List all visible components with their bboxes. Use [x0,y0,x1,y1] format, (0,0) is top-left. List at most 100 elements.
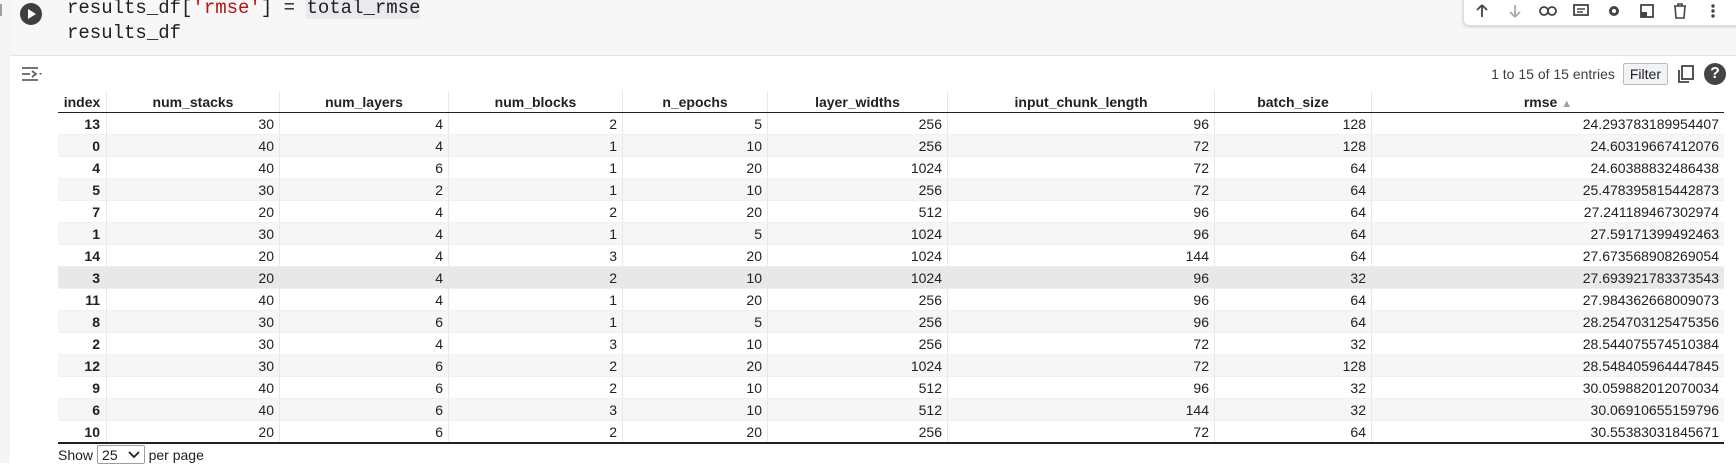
column-header-input-chunk-length[interactable]: input_chunk_length [947,91,1215,113]
cell-batch-size: 64 [1214,420,1372,444]
cell-n-epochs: 10 [622,376,768,399]
column-header-num-blocks[interactable]: num_blocks [448,91,623,113]
table-row[interactable]: 9 40 6 2 10 512 96 32 30.059882012070034 [58,376,1724,399]
table-row[interactable]: 10 20 6 2 20 256 72 64 30.55383031845671 [58,420,1724,444]
gutter-marker [0,4,5,16]
settings-icon[interactable] [1604,1,1624,21]
cell-rmse: 28.548405964447845 [1371,354,1724,377]
per-page-value: 25 [102,446,118,463]
table-row[interactable]: 14 20 4 3 20 1024 144 64 27.673568908269054 [58,244,1724,267]
cell-layer-widths: 1024 [767,266,948,289]
cell-input-chunk-length: 72 [947,354,1215,377]
sort-ascending-icon[interactable]: ▲ [1561,97,1573,110]
comment-icon[interactable] [1571,1,1591,21]
table-row[interactable]: 7 20 4 2 20 512 96 64 27.241189467302974 [58,200,1724,223]
cell-num-blocks: 3 [448,398,623,421]
cell-rmse: 27.693921783373543 [1371,266,1724,289]
cell-num-layers: 4 [279,244,449,267]
cell-layer-widths: 1024 [767,354,948,377]
cell-n-epochs: 10 [622,332,768,355]
cell-input-chunk-length: 72 [947,178,1215,201]
cell-layer-widths: 1024 [767,222,948,245]
table-row[interactable]: 4 40 6 1 20 1024 72 64 24.60388832486438 [58,156,1724,179]
cell-rmse: 24.293783189954407 [1371,112,1724,135]
cell-input-chunk-length: 96 [947,112,1215,135]
filter-button[interactable]: Filter [1622,63,1668,85]
table-row[interactable]: 3 20 4 2 10 1024 96 32 27.693921783373543 [58,266,1724,289]
column-header-label: num_layers [325,93,403,110]
column-header-label: num_blocks [494,93,577,110]
cell-batch-size: 32 [1214,266,1372,289]
cell-num-blocks: 3 [448,332,623,355]
move-up-icon[interactable] [1472,1,1492,21]
move-down-icon[interactable] [1505,1,1525,21]
cell-index: 3 [58,266,107,289]
table-row[interactable]: 0 40 4 1 10 256 72 128 24.60319667412076 [58,134,1724,157]
cell-num-layers: 6 [279,310,449,333]
column-header-num-stacks[interactable]: num_stacks [106,91,280,113]
cell-rmse: 27.241189467302974 [1371,200,1724,223]
cell-input-chunk-length: 96 [947,310,1215,333]
cell-index: 1 [58,222,107,245]
code-editor[interactable]: results_df['rmse'] = total_rmse results_… [67,0,421,46]
cell-batch-size: 64 [1214,222,1372,245]
table-row[interactable]: 8 30 6 1 5 256 96 64 28.254703125475356 [58,310,1724,333]
help-icon[interactable]: ? [1704,63,1726,85]
column-header-batch-size[interactable]: batch_size [1214,91,1372,113]
cell-index: 5 [58,178,107,201]
cell-layer-widths: 1024 [767,156,948,179]
code-cell[interactable]: results_df['rmse'] = total_rmse results_… [10,0,1736,56]
run-cell-button[interactable] [20,3,42,25]
copy-icon[interactable] [1676,64,1696,84]
table-row[interactable]: 6 40 6 3 10 512 144 32 30.06910655159796 [58,398,1724,421]
per-page-select[interactable]: 25 [97,445,145,464]
cell-n-epochs: 5 [622,310,768,333]
code-token: ] = [260,0,307,19]
cell-input-chunk-length: 96 [947,266,1215,289]
cell-num-blocks: 1 [448,288,623,311]
cell-n-epochs: 5 [622,222,768,245]
cell-index: 2 [58,332,107,355]
cell-num-layers: 4 [279,266,449,289]
cell-n-epochs: 5 [622,112,768,135]
cell-num-blocks: 1 [448,134,623,157]
code-token: results_df[ [67,0,193,19]
cell-layer-widths: 256 [767,310,948,333]
column-header-num-layers[interactable]: num_layers [279,91,449,113]
more-icon[interactable] [1703,1,1723,21]
cell-index: 0 [58,134,107,157]
cell-rmse: 24.60388832486438 [1371,156,1724,179]
column-header-label: index [63,93,101,110]
column-header-n-epochs[interactable]: n_epochs [622,91,768,113]
cell-rmse: 30.06910655159796 [1371,398,1724,421]
table-row[interactable]: 5 30 2 1 10 256 72 64 25.478395815442873 [58,178,1724,201]
cell-index: 13 [58,112,107,135]
table-row[interactable]: 1 30 4 1 5 1024 96 64 27.59171399492463 [58,222,1724,245]
column-header-index[interactable]: index [58,91,107,113]
cell-rmse: 27.59171399492463 [1371,222,1724,245]
table-row[interactable]: 2 30 4 3 10 256 72 32 28.544075574510384 [58,332,1724,355]
output-toggle-icon[interactable] [20,64,44,84]
delete-icon[interactable] [1670,1,1690,21]
table-row[interactable]: 12 30 6 2 20 1024 72 128 28.548405964447845 [58,354,1724,377]
cell-input-chunk-length: 144 [947,244,1215,267]
cell-num-stacks: 30 [106,178,280,201]
cell-rmse: 28.254703125475356 [1371,310,1724,333]
column-header-label: input_chunk_length [1014,93,1148,110]
table-row[interactable]: 11 40 4 1 20 256 96 64 27.984362668009073 [58,288,1724,311]
table-row[interactable]: 13 30 4 2 5 256 96 128 24.293783189954407 [58,112,1724,135]
column-header-rmse[interactable]: rmse ▲ [1371,91,1724,113]
cell-index: 9 [58,376,107,399]
header-row: index num_stacks num_layers num_blocks n_epo… [58,91,1724,113]
cell-num-stacks: 20 [106,244,280,267]
cell-num-blocks: 3 [448,244,623,267]
link-icon[interactable] [1538,1,1558,21]
table-bottom-rule [58,442,1724,445]
cell-rmse: 27.984362668009073 [1371,288,1724,311]
column-header-layer-widths[interactable]: layer_widths [767,91,948,113]
cell-num-stacks: 20 [106,266,280,289]
mirror-cell-icon[interactable] [1637,1,1657,21]
cell-input-chunk-length: 72 [947,134,1215,157]
cell-input-chunk-length: 72 [947,156,1215,179]
show-label: Show [58,446,94,463]
